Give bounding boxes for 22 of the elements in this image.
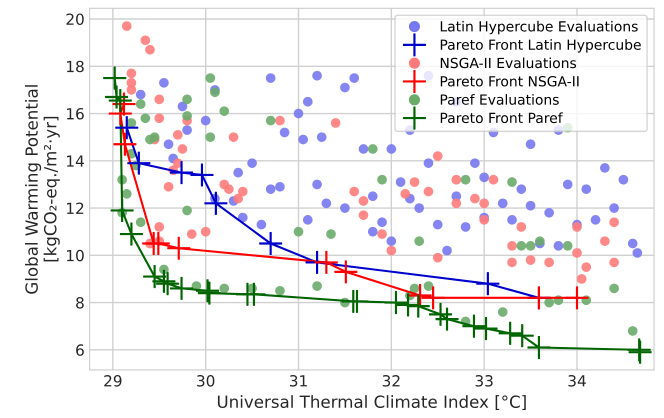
legend-label: Paref Evaluations xyxy=(440,94,559,105)
x-tick-label: 30 xyxy=(197,375,214,387)
y-axis-title: Global Warming Potential [kgCO₂-eq./m²·yr] xyxy=(24,85,60,294)
x-axis-title: Universal Thermal Climate Index [°C] xyxy=(218,395,526,410)
y-tick-label: 8 xyxy=(76,297,84,309)
y-tick-label: 20 xyxy=(66,13,84,26)
x-tick-label: 33 xyxy=(476,375,493,387)
y-tick-label: 12 xyxy=(67,202,84,214)
y-tick-label: 10 xyxy=(67,250,84,262)
legend-label: Pareto Front Latin Hypercube xyxy=(440,39,641,53)
y-tick-label: 6 xyxy=(76,344,84,356)
y-tick-label: 18 xyxy=(67,60,84,72)
legend-label: NSGA-II Evaluations xyxy=(440,57,576,68)
x-tick-label: 32 xyxy=(382,375,400,387)
y-tick-label: 16 xyxy=(67,108,84,120)
legend-label: Pareto Front Paref xyxy=(440,112,563,124)
x-tick-label: 29 xyxy=(104,375,122,387)
legend-label: Latin Hypercube Evaluations xyxy=(440,20,638,34)
y-tick-label: 14 xyxy=(67,155,84,167)
x-tick-label: 34 xyxy=(568,375,586,387)
legend-label: Pareto Front NSGA-II xyxy=(440,76,579,87)
x-tick-label: 31 xyxy=(290,375,307,387)
